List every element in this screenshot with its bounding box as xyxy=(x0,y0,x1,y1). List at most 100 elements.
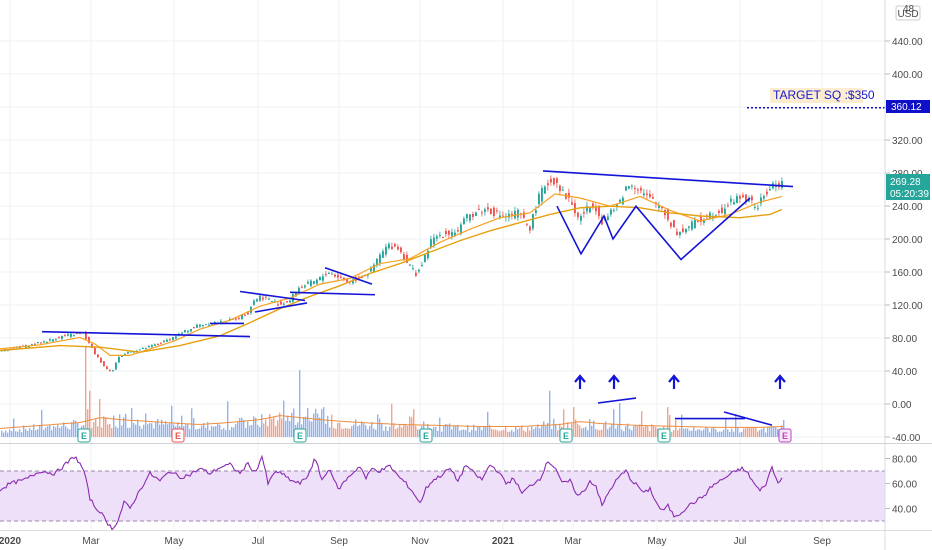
volume-bar xyxy=(85,345,87,437)
time-tick-label: May xyxy=(648,536,667,547)
volume-bar xyxy=(761,428,763,437)
earnings-marker-label: E xyxy=(661,431,667,441)
time-tick-label: Jul xyxy=(734,536,747,547)
volume-bar xyxy=(59,427,61,437)
rsi-band xyxy=(0,471,885,521)
candle-body xyxy=(694,219,696,229)
candle-body xyxy=(253,300,255,305)
volume-bar xyxy=(667,407,669,437)
volume-bar xyxy=(9,429,11,437)
volume-bar xyxy=(361,421,363,437)
candle-body xyxy=(193,327,195,329)
candle-body xyxy=(658,205,660,208)
volume-bar xyxy=(201,425,203,437)
candle-body xyxy=(739,196,741,199)
trendline-support xyxy=(289,291,376,296)
rsi-line-path xyxy=(0,454,783,531)
candle-body xyxy=(31,344,33,346)
candle-body xyxy=(475,212,477,216)
trendline-drawings[interactable] xyxy=(41,170,794,426)
price-tick-label: 200.00 xyxy=(892,235,923,246)
volume-bar xyxy=(151,423,153,437)
candle-body xyxy=(241,314,243,320)
candle-body xyxy=(679,231,681,235)
volume-bar xyxy=(455,425,457,437)
volume-bar xyxy=(491,428,493,437)
volume-bar xyxy=(599,430,601,437)
time-axis[interactable]: 2020 Mar May Jul Sep Nov 2021 Mar May Jul Sep xyxy=(0,536,831,547)
volume-bar xyxy=(47,426,49,437)
currency-badge[interactable] xyxy=(895,5,921,21)
rsi-axis[interactable]: 80.00 60.00 40.00 xyxy=(885,455,917,516)
candle-body xyxy=(70,333,72,337)
volume-bar xyxy=(255,417,257,437)
price-tick-label: 240.00 xyxy=(892,202,923,213)
candle-body xyxy=(208,324,210,326)
volume-bar xyxy=(263,423,265,437)
volume-bar xyxy=(497,430,499,437)
candle-body xyxy=(181,332,183,334)
volume-bar xyxy=(383,430,385,437)
volume-bar xyxy=(323,407,325,437)
candle-body xyxy=(379,254,381,264)
earnings-marker[interactable]: E xyxy=(171,428,185,443)
candle-body xyxy=(577,212,579,218)
earnings-marker[interactable]: E xyxy=(419,428,433,443)
volume-bar xyxy=(261,414,263,437)
earnings-marker[interactable]: E xyxy=(77,428,91,443)
volume-bar xyxy=(457,424,459,437)
candle-body xyxy=(40,342,42,344)
volume-bar xyxy=(395,428,397,437)
volume-bar xyxy=(639,424,641,437)
volume-bar xyxy=(409,416,411,437)
earnings-marker-box xyxy=(778,428,792,443)
volume-bar xyxy=(219,424,221,437)
candle-body xyxy=(283,303,285,305)
candle-body xyxy=(592,203,594,208)
volume-bar xyxy=(519,427,521,437)
volume-bar xyxy=(509,431,511,437)
candle-body xyxy=(457,230,459,232)
earnings-marker[interactable]: E xyxy=(778,428,792,443)
earnings-marker[interactable]: E xyxy=(657,428,671,443)
earnings-marker[interactable]: E xyxy=(293,428,307,443)
volume-bar xyxy=(675,420,677,437)
earnings-marker-label: E xyxy=(782,431,788,441)
candle-body xyxy=(121,356,123,358)
volume-bar xyxy=(447,424,449,437)
volume-bar xyxy=(751,426,753,437)
volume-bar xyxy=(631,430,633,437)
volume-bar xyxy=(777,428,779,437)
volume-bar xyxy=(467,424,469,437)
volume-bar xyxy=(171,405,173,437)
candle-body xyxy=(514,210,516,219)
candle-body xyxy=(547,183,549,186)
candle-body xyxy=(67,334,69,336)
candle-body xyxy=(139,349,141,351)
volume-bar xyxy=(155,421,157,437)
volume-bar xyxy=(479,426,481,437)
candle-body xyxy=(481,212,483,214)
candle-body xyxy=(625,186,627,191)
candle-body xyxy=(700,216,702,222)
volume-bar xyxy=(475,430,477,437)
candle-body xyxy=(427,250,429,259)
candle-body xyxy=(724,208,726,215)
earnings-marker[interactable]: E xyxy=(559,428,573,443)
volume-bar xyxy=(539,428,541,437)
volume-bar xyxy=(465,430,467,437)
volume-bar xyxy=(515,426,517,437)
volume-bar xyxy=(207,422,209,437)
moving-averages xyxy=(0,193,783,356)
volume-bar xyxy=(487,411,489,437)
volume-bar xyxy=(733,431,735,437)
candle-body xyxy=(64,335,66,337)
earnings-marker-label: E xyxy=(81,431,87,441)
volume-bar xyxy=(685,428,687,437)
candle-body xyxy=(418,269,420,272)
volume-bar xyxy=(277,420,279,437)
target-annotation[interactable]: TARGET SQ :$350 xyxy=(747,88,885,109)
